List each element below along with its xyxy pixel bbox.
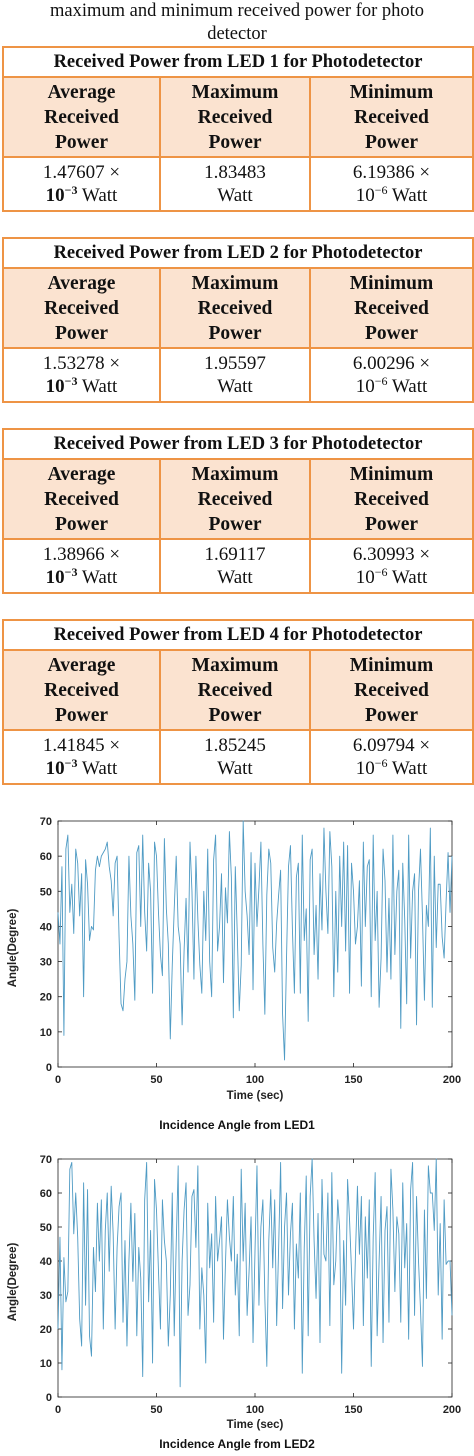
chart-caption-led1: Incidence Angle from LED1 (159, 1118, 315, 1132)
incidence-angle-chart-led2: 0 10 20 30 40 50 60 70 0 50 100 150 200 Time (sec) Ang… (7, 1154, 461, 1431)
header-minimum: Minimum Received Power (309, 267, 474, 349)
caption-line-1: maximum and minimum received power for p… (49, 1, 425, 21)
header-minimum: Minimum Received Power (309, 458, 474, 540)
x-tick-label: 150 (344, 1074, 362, 1086)
minimum-value: 6.30993 × 10−6 Watt (309, 538, 474, 594)
y-tick-label: 0 (46, 1392, 52, 1404)
y-tick-label: 10 (40, 1027, 52, 1039)
x-tick-label: 200 (443, 1404, 461, 1416)
y-tick-label: 50 (40, 1222, 52, 1234)
y-tick-label: 0 (46, 1062, 52, 1074)
y-tick-label: 60 (40, 1188, 52, 1200)
table-title: Received Power from LED 2 for Photodetec… (2, 237, 474, 269)
power-table-led3: Received Power from LED 3 for Photodetec… (2, 428, 474, 594)
series-line (57, 820, 453, 1061)
x-tick-label: 100 (246, 1074, 264, 1086)
chart-caption-led2: Incidence Angle from LED2 (159, 1437, 315, 1451)
figure-caption: maximum and minimum received power for p… (0, 0, 474, 46)
y-tick-label: 10 (40, 1358, 52, 1370)
y-tick-label: 50 (40, 886, 52, 898)
y-tick-label: 60 (40, 851, 52, 863)
series-line (57, 1158, 453, 1388)
header-average: Average Received Power (2, 267, 161, 349)
x-tick-label: 0 (55, 1404, 61, 1416)
y-tick-label: 20 (40, 1324, 52, 1336)
table-title: Received Power from LED 4 for Photodetec… (2, 619, 474, 651)
maximum-value: 1.85245 Watt (159, 729, 311, 785)
minimum-value: 6.00296 × 10−6 Watt (309, 347, 474, 403)
header-minimum: Minimum Received Power (309, 76, 474, 158)
maximum-value: 1.83483 Watt (159, 156, 311, 212)
x-axis-label: Time (sec) (227, 1419, 284, 1431)
x-tick-label: 200 (443, 1074, 461, 1086)
power-table-led2: Received Power from LED 2 for Photodetec… (2, 237, 474, 403)
header-average: Average Received Power (2, 458, 161, 540)
y-axis-label: Angle(Degree) (7, 909, 19, 988)
header-minimum: Minimum Received Power (309, 649, 474, 731)
table-title: Received Power from LED 1 for Photodetec… (2, 46, 474, 78)
header-maximum: Maximum Received Power (159, 458, 311, 540)
header-average: Average Received Power (2, 76, 161, 158)
minimum-value: 6.19386 × 10−6 Watt (309, 156, 474, 212)
maximum-value: 1.69117 Watt (159, 538, 311, 594)
maximum-value: 1.95597 Watt (159, 347, 311, 403)
y-tick-label: 70 (40, 1154, 52, 1166)
x-axis-label: Time (sec) (227, 1090, 284, 1102)
x-tick-label: 50 (150, 1074, 162, 1086)
header-average: Average Received Power (2, 649, 161, 731)
average-value: 1.47607 × 10−3 Watt (2, 156, 161, 212)
y-tick-label: 30 (40, 1290, 52, 1302)
x-tick-label: 0 (55, 1074, 61, 1086)
y-tick-label: 20 (40, 992, 52, 1004)
y-tick-label: 40 (40, 1256, 52, 1268)
y-axis-label: Angle(Degree) (7, 1243, 19, 1322)
plot-frame (57, 1158, 453, 1398)
minimum-value: 6.09794 × 10−6 Watt (309, 729, 474, 785)
power-table-led4: Received Power from LED 4 for Photodetec… (2, 619, 474, 785)
incidence-angle-chart-led1: 0 10 20 30 40 50 60 70 0 50 100 150 200 Time (sec) Ang… (7, 816, 461, 1102)
x-tick-label: 50 (150, 1404, 162, 1416)
header-maximum: Maximum Received Power (159, 267, 311, 349)
y-tick-label: 70 (40, 816, 52, 828)
x-tick-label: 150 (344, 1404, 362, 1416)
average-value: 1.53278 × 10−3 Watt (2, 347, 161, 403)
table-title: Received Power from LED 3 for Photodetec… (2, 428, 474, 460)
header-maximum: Maximum Received Power (159, 76, 311, 158)
y-tick-label: 40 (40, 921, 52, 933)
power-table-led1: Received Power from LED 1 for Photodetec… (2, 46, 474, 212)
header-maximum: Maximum Received Power (159, 649, 311, 731)
x-tick-label: 100 (246, 1404, 264, 1416)
average-value: 1.41845 × 10−3 Watt (2, 729, 161, 785)
y-tick-label: 30 (40, 957, 52, 969)
caption-line-2: detector (207, 24, 267, 44)
average-value: 1.38966 × 10−3 Watt (2, 538, 161, 594)
